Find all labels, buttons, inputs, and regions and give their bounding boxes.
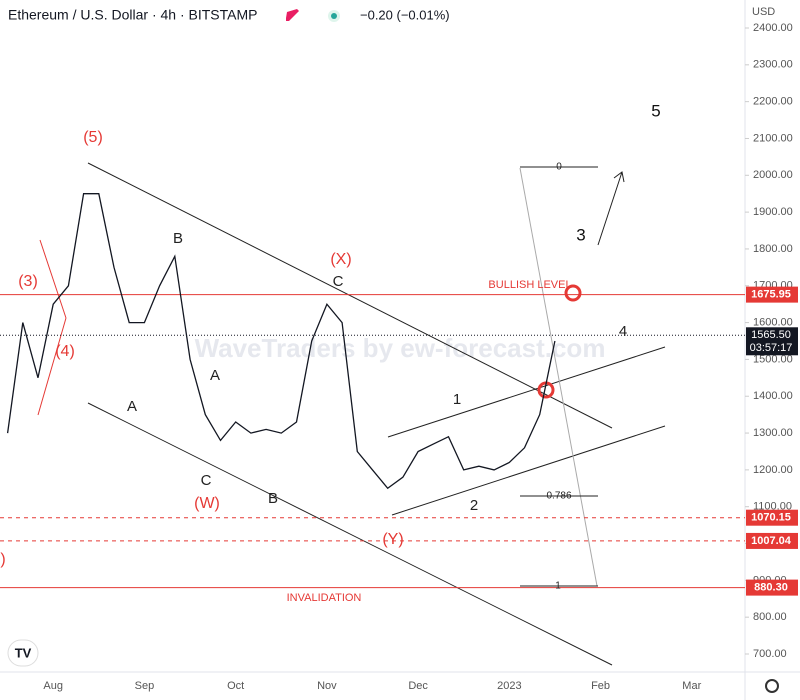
annotation: INVALIDATION [287,592,362,604]
fib-line [519,167,598,587]
y-tick-label: 700.00 [753,648,787,660]
x-tick-label: Dec [408,680,428,692]
annotation: 0.786 [546,491,571,502]
watermark: WaveTraders by ew-forecast.com [195,333,606,363]
trend-line [387,346,666,438]
annotation: ) [0,551,5,568]
trend-line [87,162,613,429]
y-tick-label: 2100.00 [753,132,793,144]
annotation: 3 [576,225,585,244]
annotation: (3) [18,273,38,290]
drawings [37,162,666,666]
x-tick-label: Nov [317,680,337,692]
settings-icon[interactable] [765,679,779,693]
annotation: C [333,273,344,290]
annotation: 4 [619,323,627,340]
annotation: 0 [556,162,562,173]
y-tick-label: 1200.00 [753,464,793,476]
trend-line [39,239,67,319]
y-tick-label: 1900.00 [753,206,793,218]
level-label: 1675.95 [751,289,791,301]
annotation: A [127,398,137,415]
x-tick-label: Oct [227,680,244,692]
level-tag [746,286,798,303]
annotation: 1 [555,581,561,592]
level-tag [746,509,798,526]
y-tick-label: 2400.00 [753,22,793,34]
price-label: 1565.50 [751,329,791,341]
annotation: B [173,230,183,247]
price-line [6,193,556,490]
arrow [597,171,625,246]
annotation: 5 [651,101,660,120]
annotation: (4) [55,343,75,360]
annotation: C [201,472,212,489]
level-tag [746,532,798,549]
y-tick-label: 1400.00 [753,390,793,402]
x-tick-label: Aug [43,680,63,692]
x-tick-label: Mar [682,680,701,692]
level-label: 1007.04 [751,535,792,547]
status-icon [331,13,337,19]
y-tick-label: 2300.00 [753,59,793,71]
y-tick-label: 1500.00 [753,353,793,365]
price-tag [746,327,798,356]
countdown: 03:57:17 [750,342,793,354]
y-tick-label: 1600.00 [753,316,793,328]
trend-line [391,425,666,516]
currency: USD [752,6,775,18]
level-tag [746,579,798,596]
icon[interactable] [286,9,299,21]
level-label: 1070.15 [751,512,791,524]
trend-line [87,402,613,666]
y-tick-label: 800.00 [753,611,787,623]
header: Ethereum / U.S. Dollar · 4h · BITSTAMP −… [8,6,775,23]
level-label: 880.30 [754,582,788,594]
svg-text:TV: TV [15,645,32,660]
annotation: B [268,490,278,507]
annotation: (X) [330,251,351,268]
y-tick-label: 2200.00 [753,96,793,108]
annotation: 2 [470,497,478,514]
trend-line [37,317,67,416]
annotation: A [210,367,220,384]
chart-title: Ethereum / U.S. Dollar · 4h · BITSTAMP [8,7,257,23]
marker-circle [564,284,582,302]
logo[interactable]: TV [7,639,39,667]
annotation: (W) [194,495,220,512]
x-tick-label: 2023 [497,680,521,692]
x-tick-label: Sep [135,680,155,692]
annotation: (5) [83,129,103,146]
y-tick-label: 2000.00 [753,169,793,181]
x-tick-label: Feb [591,680,610,692]
annotation: 1 [453,391,461,408]
y-tick-label: 1100.00 [753,501,792,513]
annotation: (Y) [382,531,403,548]
y-tick-label: 1800.00 [753,243,793,255]
y-tick-label: 1300.00 [753,427,793,439]
price-change: −0.20 (−0.01%) [360,7,450,22]
annotation: BULLISH LEVEL [488,279,571,291]
